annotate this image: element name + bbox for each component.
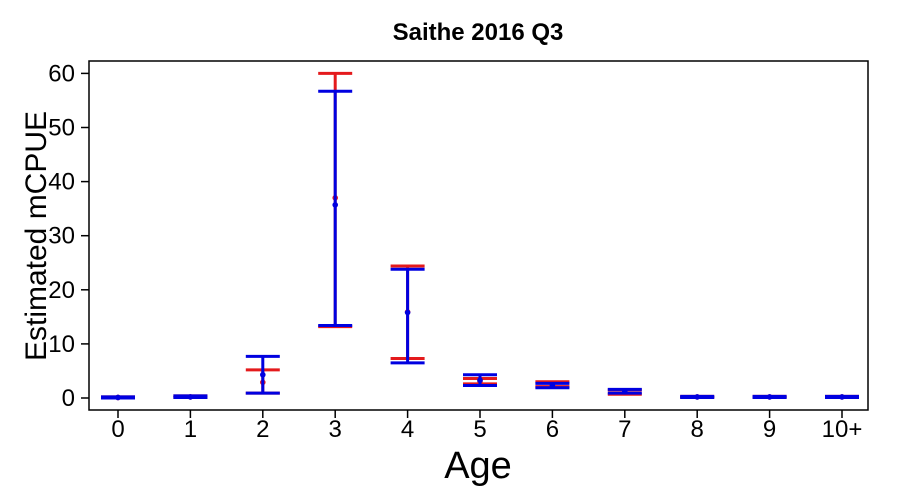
x-axis-label: Age bbox=[444, 445, 512, 487]
data-point bbox=[404, 309, 411, 316]
data-point bbox=[622, 388, 628, 395]
series-2 bbox=[101, 89, 859, 401]
series-1 bbox=[101, 71, 859, 401]
data-point bbox=[477, 377, 483, 383]
y-tick-label: 0 bbox=[62, 385, 75, 412]
y-tick-label: 60 bbox=[48, 60, 75, 87]
y-axis: 0 10 20 30 40 50 60 bbox=[48, 60, 89, 412]
x-tick-label: 1 bbox=[184, 416, 197, 443]
x-tick-label: 10+ bbox=[822, 416, 863, 443]
x-tick-label: 3 bbox=[329, 416, 342, 443]
data-point bbox=[766, 394, 773, 400]
y-tick-label: 40 bbox=[48, 169, 75, 196]
x-axis: 0 1 2 3 4 5 6 7 8 9 10+ bbox=[111, 410, 862, 443]
y-axis-label: Estimated mCPUE bbox=[20, 111, 53, 361]
data-point bbox=[260, 371, 266, 378]
data-point bbox=[839, 394, 845, 400]
data-point bbox=[694, 394, 700, 400]
y-tick-label: 30 bbox=[48, 223, 75, 250]
error-bars bbox=[101, 71, 859, 401]
x-tick-label: 6 bbox=[546, 416, 559, 443]
y-tick-label: 20 bbox=[48, 277, 75, 304]
y-tick-label: 50 bbox=[48, 115, 75, 142]
x-tick-label: 7 bbox=[618, 416, 631, 443]
data-point bbox=[115, 394, 121, 401]
x-tick-label: 9 bbox=[763, 416, 776, 443]
x-tick-label: 5 bbox=[473, 416, 486, 443]
plot-area bbox=[88, 60, 869, 411]
y-tick-label: 10 bbox=[48, 331, 75, 358]
data-point bbox=[187, 394, 194, 400]
x-tick-label: 8 bbox=[691, 416, 704, 443]
x-tick-label: 0 bbox=[111, 416, 124, 443]
x-tick-label: 4 bbox=[401, 416, 414, 443]
x-tick-label: 2 bbox=[256, 416, 269, 443]
data-point bbox=[549, 382, 556, 389]
data-point bbox=[332, 202, 339, 208]
chart-title: Saithe 2016 Q3 bbox=[393, 19, 564, 46]
